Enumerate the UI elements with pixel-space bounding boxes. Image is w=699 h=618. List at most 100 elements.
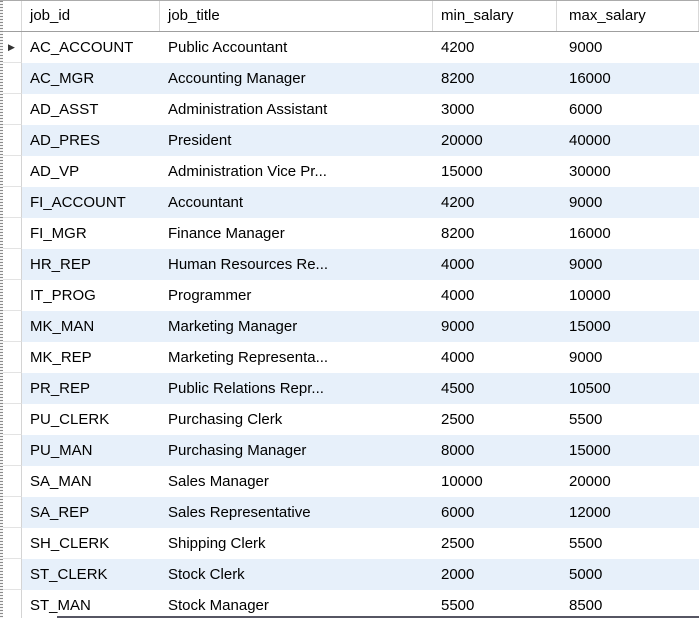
row-header-cell[interactable] [0,63,22,94]
cell-job_title[interactable]: Marketing Representa... [168,349,329,366]
cell-max_salary[interactable]: 8500 [569,597,603,614]
cell-max_salary[interactable]: 5000 [557,559,699,590]
row-header-cell[interactable] [0,218,22,249]
table-row[interactable]: SA_REP Sales Representative 6000 12000 [0,497,699,528]
cell-max_salary[interactable]: 9000 [557,187,699,218]
cell-min_salary[interactable]: 2500 [441,411,475,428]
row-header-cell[interactable] [0,187,22,218]
cell-job_id[interactable]: AC_ACCOUNT [30,39,134,56]
row-header-cell[interactable] [0,466,22,497]
row-header-cell[interactable] [0,404,22,435]
cell-max_salary[interactable]: 6000 [569,101,603,118]
cell-job_id[interactable]: FI_ACCOUNT [22,187,160,218]
cell-job_id[interactable]: IT_PROG [30,287,96,304]
cell-job_id[interactable]: PR_REP [22,373,160,404]
cell-job_id[interactable]: AD_VP [30,163,80,180]
cell-job_id[interactable]: SA_REP [22,497,160,528]
table-row[interactable]: ▶ AC_ACCOUNT Public Accountant 4200 9000 [0,32,699,63]
cell-min_salary[interactable]: 4000 [441,349,475,366]
cell-job_title[interactable]: Human Resources Re... [160,249,433,280]
table-row[interactable]: AC_MGR Accounting Manager 8200 16000 [0,63,699,94]
cell-job_title[interactable]: Stock Clerk [160,559,433,590]
cell-min_salary[interactable]: 5500 [441,597,475,614]
cell-job_title[interactable]: Purchasing Manager [160,435,433,466]
cell-job_title[interactable]: Accountant [160,187,433,218]
cell-max_salary[interactable]: 16000 [569,225,611,242]
cell-max_salary[interactable]: 16000 [557,63,699,94]
cell-job_id[interactable]: AD_ASST [30,101,99,118]
table-row[interactable]: PR_REP Public Relations Repr... 4500 10500 [0,373,699,404]
cell-min_salary[interactable]: 20000 [433,125,557,156]
cell-job_title[interactable]: Sales Representative [160,497,433,528]
table-row[interactable]: SH_CLERK Shipping Clerk 2500 5500 [0,528,699,559]
cell-min_salary[interactable]: 2000 [433,559,557,590]
cell-job_id[interactable]: MK_REP [30,349,92,366]
cell-job_id[interactable]: AC_MGR [22,63,160,94]
cell-job_id[interactable]: ST_MAN [30,597,91,614]
table-row[interactable]: MK_MAN Marketing Manager 9000 15000 [0,311,699,342]
table-row[interactable]: FI_ACCOUNT Accountant 4200 9000 [0,187,699,218]
cell-min_salary[interactable]: 6000 [433,497,557,528]
cell-job_title[interactable]: Shipping Clerk [168,535,266,552]
row-header-cell[interactable]: ▶ [0,32,22,63]
table-row[interactable]: AD_ASST Administration Assistant 3000 6000 [0,94,699,125]
cell-min_salary[interactable]: 15000 [441,163,483,180]
cell-max_salary[interactable]: 5500 [569,535,603,552]
cell-job_title[interactable]: Public Accountant [168,39,288,56]
column-header-job_title[interactable]: job_title [160,1,433,31]
cell-min_salary[interactable]: 4500 [433,373,557,404]
row-header-cell[interactable] [0,435,22,466]
table-row[interactable]: SA_MAN Sales Manager 10000 20000 [0,466,699,497]
column-header-max_salary[interactable]: max_salary [557,1,699,31]
cell-max_salary[interactable]: 40000 [557,125,699,156]
cell-max_salary[interactable]: 15000 [557,311,699,342]
cell-job_title[interactable]: Administration Assistant [168,101,328,118]
row-header-cell[interactable] [0,342,22,373]
cell-max_salary[interactable]: 5500 [569,411,603,428]
table-row[interactable]: AD_PRES President 20000 40000 [0,125,699,156]
column-header-min_salary[interactable]: min_salary [433,1,557,31]
cell-min_salary[interactable]: 8000 [433,435,557,466]
cell-min_salary[interactable]: 10000 [441,473,483,490]
cell-job_id[interactable]: ST_CLERK [22,559,160,590]
cell-max_salary[interactable]: 15000 [557,435,699,466]
cell-max_salary[interactable]: 9000 [569,39,603,56]
cell-max_salary[interactable]: 9000 [557,249,699,280]
cell-max_salary[interactable]: 12000 [557,497,699,528]
table-row[interactable]: PU_MAN Purchasing Manager 8000 15000 [0,435,699,466]
table-row[interactable]: FI_MGR Finance Manager 8200 16000 [0,218,699,249]
row-header-cell[interactable] [0,125,22,156]
row-header-cell[interactable] [0,94,22,125]
cell-job_title[interactable]: President [160,125,433,156]
row-header-cell[interactable] [0,559,22,590]
table-row[interactable]: ST_CLERK Stock Clerk 2000 5000 [0,559,699,590]
cell-job_title[interactable]: Sales Manager [168,473,269,490]
column-header-job_id[interactable]: job_id [22,1,160,31]
cell-min_salary[interactable]: 3000 [441,101,475,118]
cell-job_title[interactable]: Accounting Manager [160,63,433,94]
cell-job_title[interactable]: Marketing Manager [160,311,433,342]
cell-min_salary[interactable]: 4200 [441,39,475,56]
row-header-cell[interactable] [0,156,22,187]
cell-job_id[interactable]: SA_MAN [30,473,92,490]
row-header-cell[interactable] [0,497,22,528]
cell-job_title[interactable]: Programmer [168,287,252,304]
cell-min_salary[interactable]: 4200 [433,187,557,218]
cell-job_id[interactable]: SH_CLERK [30,535,110,552]
cell-max_salary[interactable]: 9000 [569,349,603,366]
cell-job_title[interactable]: Administration Vice Pr... [168,163,327,180]
row-header-cell[interactable] [0,249,22,280]
cell-max_salary[interactable]: 10000 [569,287,611,304]
cell-job_title[interactable]: Finance Manager [168,225,285,242]
cell-job_title[interactable]: Public Relations Repr... [160,373,433,404]
row-header-cell[interactable] [0,373,22,404]
table-row[interactable]: IT_PROG Programmer 4000 10000 [0,280,699,311]
row-header-cell[interactable] [0,590,22,618]
table-row[interactable]: HR_REP Human Resources Re... 4000 9000 [0,249,699,280]
cell-job_id[interactable]: AD_PRES [22,125,160,156]
cell-job_id[interactable]: FI_MGR [30,225,87,242]
cell-job_title[interactable]: Purchasing Clerk [168,411,283,428]
cell-job_title[interactable]: Stock Manager [168,597,269,614]
row-header-cell[interactable] [0,528,22,559]
cell-min_salary[interactable]: 8200 [441,225,475,242]
